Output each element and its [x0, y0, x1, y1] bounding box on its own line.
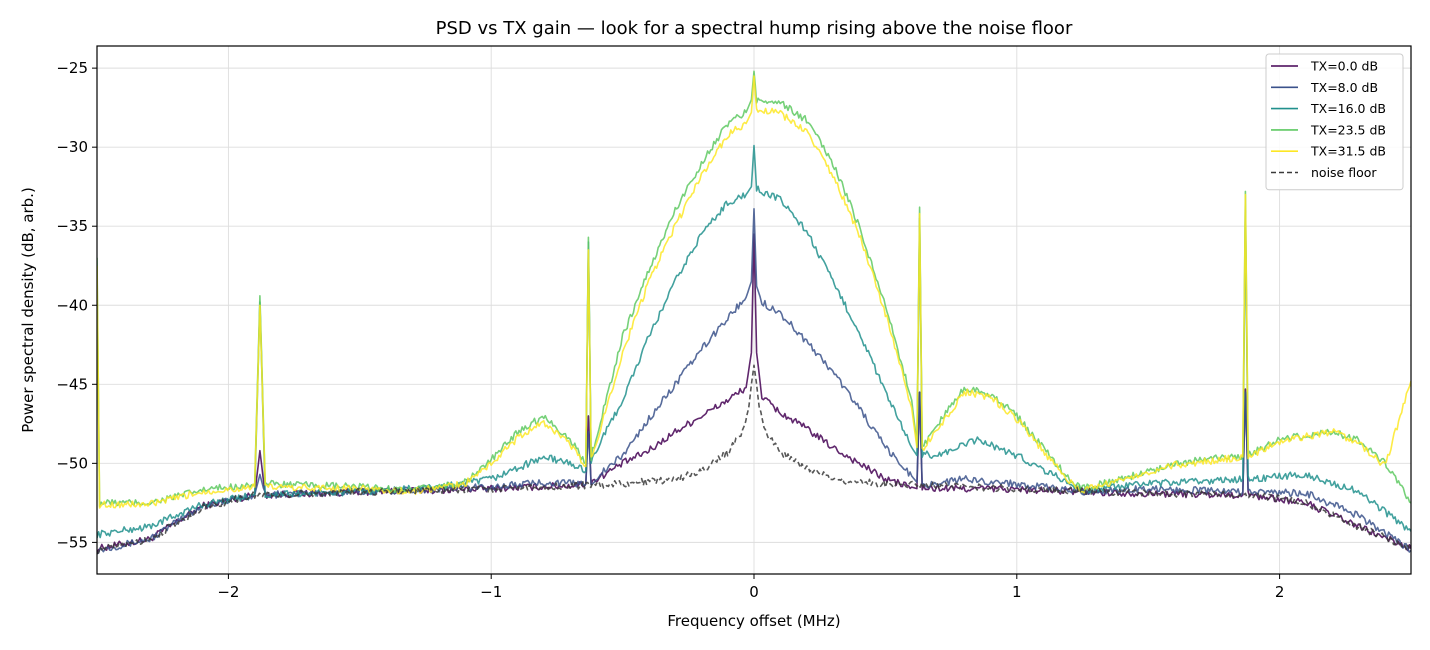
y-tick-label: −50: [56, 454, 88, 472]
chart-title: PSD vs TX gain — look for a spectral hum…: [436, 18, 1073, 39]
series-line-4: [97, 75, 1411, 509]
legend: TX=0.0 dB TX=8.0 dB TX=16.0 dB TX=23.5 dB TX…: [1265, 53, 1404, 191]
axis-ticks: −2 −1 0 1 2 −55 −50 −45 −40 −35 −30 −25: [56, 59, 1284, 601]
x-tick-label: −1: [480, 583, 502, 601]
legend-box: [1265, 53, 1404, 191]
x-tick-label: 0: [749, 583, 759, 601]
legend-label: noise floor: [1311, 165, 1377, 180]
legend-label: TX=23.5 dB: [1310, 122, 1386, 137]
series-lines: [97, 70, 1411, 555]
y-tick-label: −35: [56, 217, 88, 235]
series-line-5: [97, 364, 1411, 555]
x-tick-label: −2: [217, 583, 239, 601]
legend-label: TX=16.0 dB: [1310, 101, 1386, 116]
legend-label: TX=31.5 dB: [1310, 144, 1386, 159]
y-tick-label: −40: [56, 296, 88, 314]
y-tick-label: −30: [56, 138, 88, 156]
y-tick-label: −25: [56, 59, 88, 77]
x-tick-label: 1: [1012, 583, 1022, 601]
grid: [97, 46, 1411, 574]
x-axis-label: Frequency offset (MHz): [667, 612, 840, 630]
legend-label: TX=8.0 dB: [1310, 80, 1378, 95]
x-tick-label: 2: [1275, 583, 1285, 601]
y-tick-label: −55: [56, 533, 88, 551]
y-tick-label: −45: [56, 375, 88, 393]
legend-label: TX=0.0 dB: [1310, 59, 1378, 74]
y-axis-label: Power spectral density (dB, arb.): [19, 187, 37, 433]
